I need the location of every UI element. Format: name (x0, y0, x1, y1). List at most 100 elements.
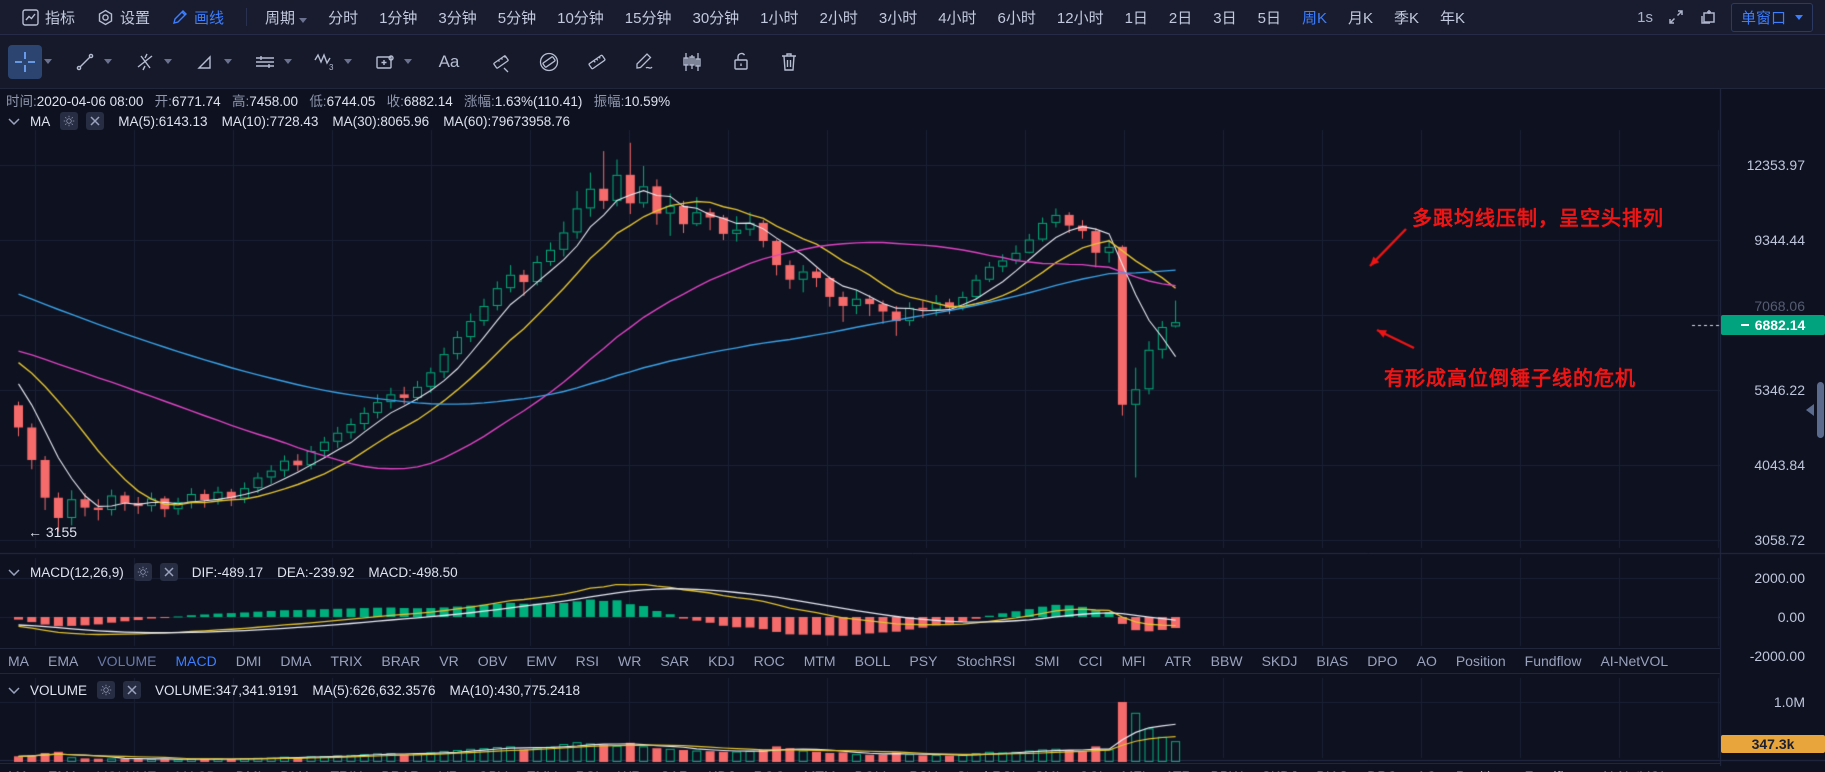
indicator-tab-DMI[interactable]: DMI (236, 768, 262, 772)
indicator-tab-OBV[interactable]: OBV (478, 768, 508, 772)
indicator-tab-VR[interactable]: VR (439, 768, 458, 772)
window-mode-dropdown[interactable]: 单窗口 (1730, 2, 1813, 32)
indicator-tab-SAR[interactable]: SAR (660, 653, 690, 669)
collapse-chevron-icon[interactable] (8, 686, 20, 694)
measure-pencil-tool-icon[interactable] (484, 45, 518, 79)
indicator-tab-SMI[interactable]: SMI (1034, 653, 1060, 669)
indicator-tab-BIAS[interactable]: BIAS (1316, 768, 1348, 772)
macd-settings-button[interactable] (133, 563, 152, 581)
timeframe-3分钟[interactable]: 3分钟 (438, 9, 477, 27)
draw-line-button[interactable]: 画线 (172, 7, 224, 28)
indicator-tab-StochRSI[interactable]: StochRSI (956, 768, 1015, 772)
crosshair-tool-icon[interactable] (8, 44, 42, 79)
indicator-tab-MTM[interactable]: MTM (803, 653, 836, 669)
indicator-tab-AI-NetVOL[interactable]: AI-NetVOL (1600, 653, 1669, 669)
indicator-tab-PSY[interactable]: PSY (909, 768, 937, 772)
indicator-tab-BRAR[interactable]: BRAR (381, 768, 420, 772)
timeframe-1日[interactable]: 1日 (1124, 9, 1148, 27)
indicator-tab-EMA[interactable]: EMA (48, 653, 79, 669)
macd-close-button[interactable] (159, 563, 178, 581)
indicator-tab-ATR[interactable]: ATR (1164, 653, 1192, 669)
indicator-tab-DMI[interactable]: DMI (235, 653, 262, 669)
indicator-tab-ATR[interactable]: ATR (1165, 768, 1192, 772)
collapse-chevron-icon[interactable] (8, 117, 20, 125)
indicator-tab-BOLL[interactable]: BOLL (855, 768, 891, 772)
timeframe-5日[interactable]: 5日 (1257, 9, 1281, 27)
indicator-tab-TRIX[interactable]: TRIX (331, 768, 363, 772)
indicator-tab-AI-NetVOL[interactable]: AI-NetVOL (1600, 768, 1668, 772)
chevron-down-icon[interactable] (224, 59, 232, 64)
indicator-tab-BBW[interactable]: BBW (1210, 653, 1243, 669)
indicator-tab-VR[interactable]: VR (439, 653, 459, 669)
indicator-tab-MACD[interactable]: MACD (175, 653, 217, 669)
timeframe-6小时[interactable]: 6小时 (997, 9, 1036, 27)
new-pane-icon[interactable] (1699, 8, 1717, 26)
indicator-tab-DPO[interactable]: DPO (1367, 653, 1398, 669)
indicator-tab-Fundflow[interactable]: Fundflow (1524, 653, 1582, 669)
ma-settings-button[interactable] (60, 112, 79, 130)
indicator-tab-DPO[interactable]: DPO (1367, 768, 1397, 772)
indicator-tab-RSI[interactable]: RSI (575, 653, 600, 669)
timeframe-12小时[interactable]: 12小时 (1056, 9, 1104, 27)
indicator-tab-EMV[interactable]: EMV (526, 653, 557, 669)
shape-tool-icon[interactable] (368, 45, 402, 79)
indicator-tab-KDJ[interactable]: KDJ (708, 768, 734, 772)
indicator-tab-MA[interactable]: MA (8, 653, 29, 669)
indicator-tab-DMA[interactable]: DMA (280, 768, 311, 772)
indicator-tab-MA[interactable]: MA (8, 768, 29, 772)
indicator-tab-BRAR[interactable]: BRAR (381, 653, 421, 669)
chevron-down-icon[interactable] (164, 59, 172, 64)
indicator-tab-SKDJ[interactable]: SKDJ (1261, 653, 1298, 669)
timeframe-4小时[interactable]: 4小时 (938, 9, 977, 27)
indicator-tab-EMV[interactable]: EMV (526, 768, 556, 772)
settings-button[interactable]: 设置 (97, 7, 150, 28)
timeframe-分时[interactable]: 分时 (328, 9, 359, 27)
timeframe-10分钟[interactable]: 10分钟 (557, 9, 604, 27)
text-tool-icon[interactable]: Aa (438, 51, 460, 71)
triangle-tool-icon[interactable] (188, 45, 222, 79)
indicator-tab-BBW[interactable]: BBW (1211, 768, 1243, 772)
indicator-tab-BIAS[interactable]: BIAS (1316, 653, 1349, 669)
indicator-tab-MFI[interactable]: MFI (1121, 653, 1146, 669)
indicator-tab-BOLL[interactable]: BOLL (854, 653, 891, 669)
indicator-tab-SKDJ[interactable]: SKDJ (1262, 768, 1298, 772)
period-dropdown[interactable]: 周期 (265, 7, 308, 28)
volume-settings-button[interactable] (97, 681, 116, 699)
kline-pattern-tool-icon[interactable] (676, 45, 710, 79)
fullscreen-icon[interactable] (1667, 8, 1685, 26)
collapse-chevron-icon[interactable] (8, 568, 20, 576)
indicator-tab-VOLUME[interactable]: VOLUME (97, 768, 156, 772)
timeframe-3小时[interactable]: 3小时 (878, 9, 918, 27)
indicator-tab-CCI[interactable]: CCI (1078, 653, 1103, 669)
indicators-button[interactable]: 指标 (22, 7, 75, 28)
trash-icon[interactable] (772, 45, 806, 79)
ma-close-button[interactable] (86, 112, 105, 130)
ruler-tool-icon[interactable] (580, 45, 614, 79)
indicator-tab-PSY[interactable]: PSY (909, 653, 938, 669)
timeframe-3日[interactable]: 3日 (1213, 9, 1237, 27)
indicator-tab-EMA[interactable]: EMA (48, 768, 78, 772)
indicator-tab-Fundflow[interactable]: Fundflow (1525, 768, 1582, 772)
unlock-icon[interactable] (724, 45, 758, 79)
indicator-tab-WR[interactable]: WR (618, 653, 642, 669)
indicator-tab-AO[interactable]: AO (1416, 653, 1437, 669)
parallel-lines-tool-icon[interactable] (248, 45, 282, 79)
timeframe-季K[interactable]: 季K (1393, 9, 1419, 27)
indicator-tab-MTM[interactable]: MTM (804, 768, 836, 772)
indicator-tab-OBV[interactable]: OBV (477, 653, 508, 669)
indicator-tab-MACD[interactable]: MACD (175, 768, 216, 772)
indicator-tab-MFI[interactable]: MFI (1122, 768, 1146, 772)
brush-tool-icon[interactable] (628, 45, 662, 79)
chevron-down-icon[interactable] (344, 59, 352, 64)
timeframe-15分钟[interactable]: 15分钟 (624, 9, 672, 27)
volume-close-button[interactable] (123, 681, 142, 699)
indicator-tab-RSI[interactable]: RSI (576, 768, 599, 772)
side-panel-scroll-handle[interactable] (1817, 382, 1824, 438)
indicator-tab-StochRSI[interactable]: StochRSI (956, 653, 1016, 669)
chevron-down-icon[interactable] (104, 59, 112, 64)
timeframe-月K[interactable]: 月K (1347, 9, 1373, 27)
timeframe-1小时[interactable]: 1小时 (760, 9, 799, 27)
timeframe-周K[interactable]: 周K (1301, 9, 1327, 27)
indicator-tab-VOLUME[interactable]: VOLUME (97, 653, 157, 669)
